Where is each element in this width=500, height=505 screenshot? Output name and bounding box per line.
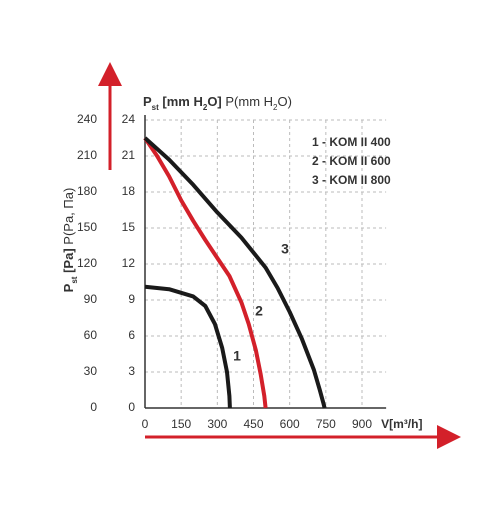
y-axis-label: Pst [Pa] P(Pa, Па) bbox=[61, 188, 78, 293]
axis-label-part: st bbox=[152, 103, 159, 112]
axis-label-part: O) bbox=[278, 94, 292, 109]
x-tick-label: 150 bbox=[171, 417, 191, 431]
axis-label-part: st bbox=[70, 276, 79, 283]
y2-tick-label: 180 bbox=[77, 184, 97, 198]
x-tick-label: 0 bbox=[142, 417, 149, 431]
curve bbox=[143, 136, 268, 409]
y2-tick-label: 30 bbox=[84, 364, 98, 378]
y2-tick-label: 60 bbox=[84, 328, 98, 342]
y2-tick-label: 240 bbox=[77, 112, 97, 126]
axis-label-part: P bbox=[61, 283, 76, 292]
x-tick-label: 600 bbox=[280, 417, 300, 431]
y2-tick-label: 150 bbox=[77, 220, 97, 234]
legend-entry: 3 - KOM II 800 bbox=[312, 173, 391, 187]
legend-entry: 2 - KOM II 600 bbox=[312, 154, 391, 168]
y2-tick-label: 90 bbox=[84, 292, 98, 306]
legend-entry: 1 - KOM II 400 bbox=[312, 135, 391, 149]
curve-label: 3 bbox=[281, 241, 289, 257]
y-tick-label: 12 bbox=[122, 256, 136, 270]
y-tick-label: 9 bbox=[128, 292, 135, 306]
y2-axis-label: Pst [mm H2O] P(mm H2O) bbox=[143, 94, 292, 111]
y-tick-label: 0 bbox=[128, 400, 135, 414]
axis-label-part: P(Pa, Па) bbox=[61, 188, 76, 245]
curve-label: 1 bbox=[233, 348, 241, 364]
y-tick-label: 21 bbox=[122, 148, 136, 162]
y-tick-label: 18 bbox=[122, 184, 136, 198]
x-axis-label: V[m³/h] bbox=[381, 417, 422, 431]
y-tick-label: 3 bbox=[128, 364, 135, 378]
x-tick-label: 750 bbox=[316, 417, 336, 431]
y2-tick-label: 0 bbox=[90, 400, 97, 414]
axis-label-part: P bbox=[143, 94, 152, 109]
axis-label-part: [Pa] bbox=[61, 245, 76, 277]
axis-label-part: 2 bbox=[203, 103, 208, 112]
axis-label-part: P(mm H bbox=[225, 94, 273, 109]
axis-label-part: O] bbox=[207, 94, 225, 109]
x-tick-label: 300 bbox=[207, 417, 227, 431]
x-tick-label: 450 bbox=[243, 417, 263, 431]
curve bbox=[144, 284, 232, 409]
curve-label: 2 bbox=[255, 303, 263, 319]
x-tick-label: 900 bbox=[352, 417, 372, 431]
y-tick-label: 15 bbox=[122, 220, 136, 234]
plot: 0 150 300 450 600 750 900036912151821240306090… bbox=[61, 94, 422, 431]
axis-label-part: 2 bbox=[273, 103, 278, 112]
y-tick-label: 6 bbox=[128, 328, 135, 342]
curve bbox=[143, 136, 327, 409]
y-tick-label: 24 bbox=[122, 112, 136, 126]
y2-tick-label: 210 bbox=[77, 148, 97, 162]
y2-tick-label: 120 bbox=[77, 256, 97, 270]
axis-label-part: [mm H bbox=[159, 94, 203, 109]
